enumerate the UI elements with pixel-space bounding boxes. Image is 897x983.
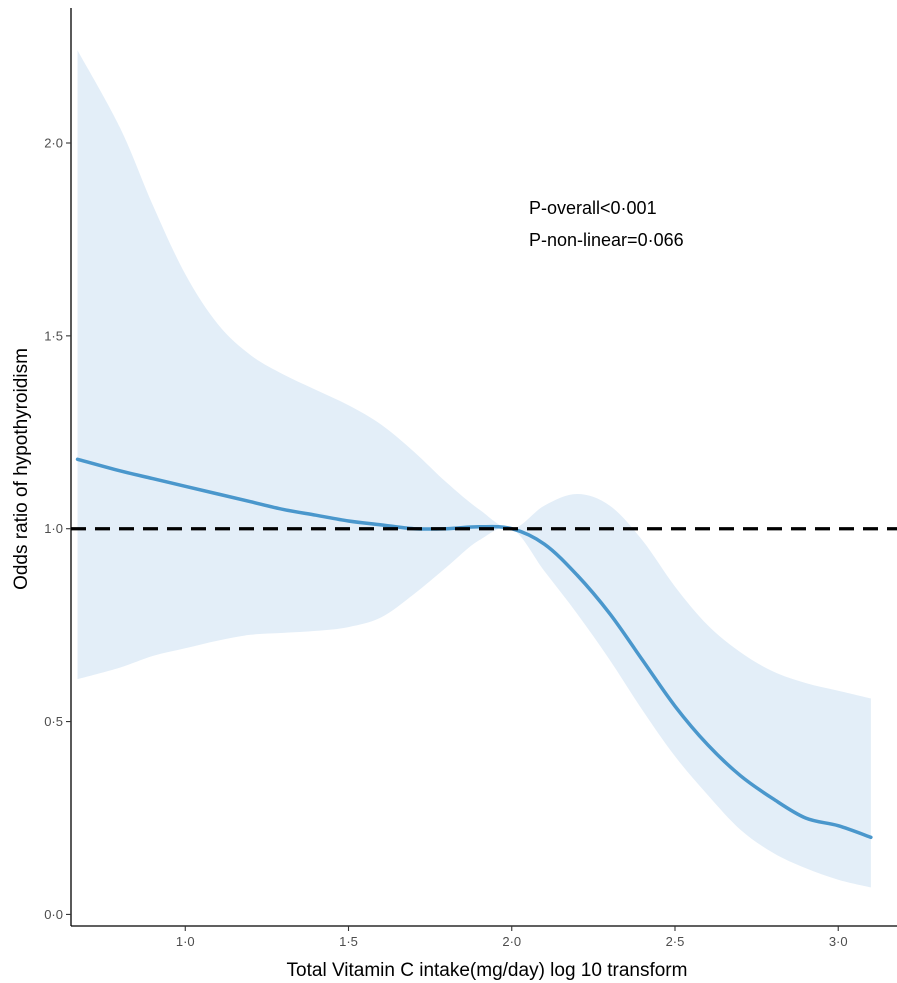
x-tick-label: 2·5	[666, 934, 685, 949]
x-tick-label: 3·0	[829, 934, 848, 949]
axes: 1·0 1·5 2·0 2·5 3·0 0·0 0·5 1·0 1·5 2·0	[44, 8, 897, 949]
p-non-linear-annotation: P-non-linear=0·066	[529, 230, 684, 250]
y-tick-label: 0·0	[44, 907, 63, 922]
confidence-band-layer	[77, 50, 871, 888]
y-tick-label: 2·0	[44, 136, 63, 151]
odds-ratio-curve	[75, 457, 873, 840]
p-overall-annotation: P-overall<0·001	[529, 198, 657, 218]
annotations: P-overall<0·001 P-non-linear=0·066	[529, 198, 684, 250]
x-tick-label: 1·5	[339, 934, 358, 949]
y-axis-title: Odds ratio of hypothyroidism	[11, 348, 32, 590]
x-axis-title: Total Vitamin C intake(mg/day) log 10 tr…	[287, 960, 688, 981]
curve-layer	[75, 457, 873, 840]
x-tick-label: 2·0	[502, 934, 521, 949]
y-tick-label: 1·5	[44, 328, 63, 343]
y-tick-label: 1·0	[44, 521, 63, 536]
y-tick-label: 0·5	[44, 714, 63, 729]
x-tick-label: 1·0	[176, 934, 195, 949]
confidence-band	[77, 50, 871, 888]
